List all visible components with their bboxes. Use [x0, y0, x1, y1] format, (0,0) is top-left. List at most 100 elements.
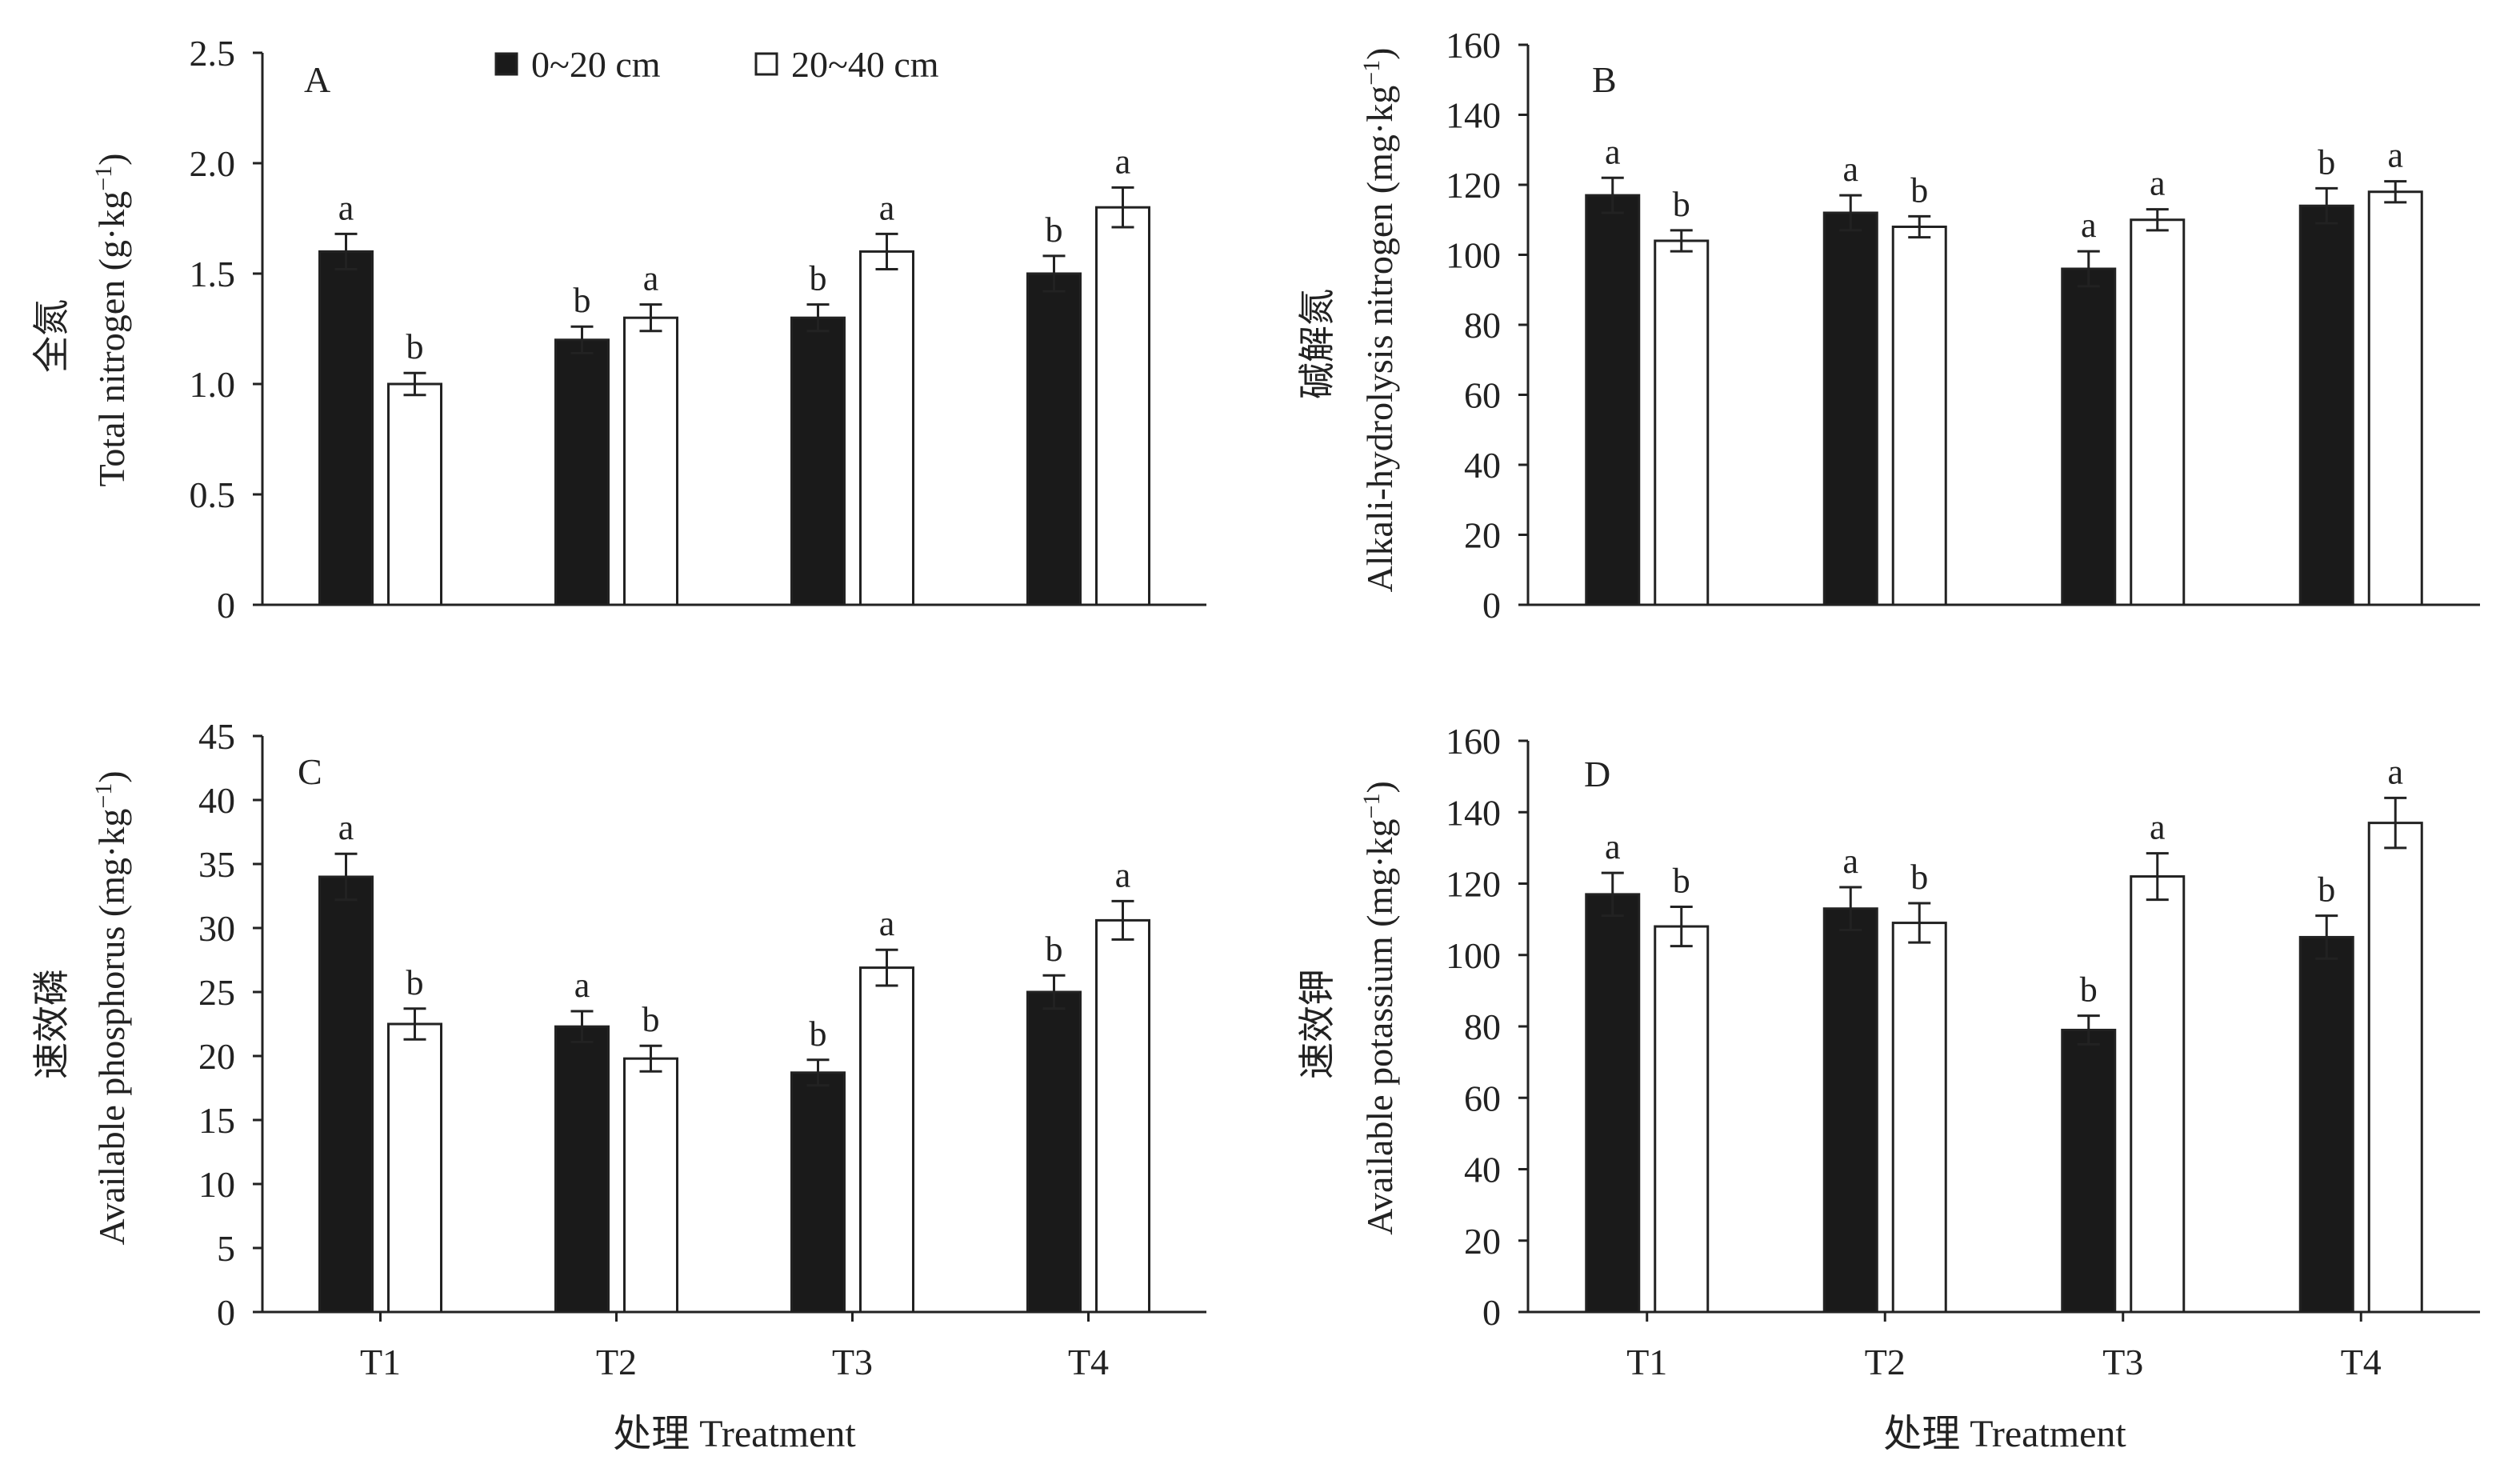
significance-letter: b: [810, 1014, 827, 1054]
x-tick-label-t3: T3: [2102, 1342, 2143, 1382]
significance-letter: b: [406, 963, 424, 1002]
bar-20-40-t1: [387, 382, 442, 606]
legend-swatch-20-40: [754, 52, 778, 76]
significance-letter: a: [338, 188, 354, 227]
bar-0-20-t3: [790, 1071, 846, 1314]
significance-letter: b: [2318, 870, 2335, 910]
y-tick-label: 0: [217, 1292, 235, 1333]
significance-letter: b: [406, 327, 424, 366]
bar-20-40-t3: [2130, 875, 2186, 1314]
bar-0-20-t4: [2298, 204, 2354, 606]
y-axis-label-en: Total nitrogen (g·kg−1): [90, 153, 133, 486]
bar-20-40-t4: [2367, 190, 2423, 606]
y-tick-label: 40: [1464, 445, 1501, 486]
y-axis-label-exponent: −1: [90, 783, 117, 809]
y-tick-label: 120: [1446, 165, 1501, 206]
y-tick-label: 100: [1446, 235, 1501, 276]
y-tick-label: 40: [1464, 1150, 1501, 1190]
y-axis-label-cn: 碱解氮: [1297, 289, 1338, 399]
panel-d: 0 20 40 60 80 100 120 140 160 a b T1 a b T2 b a T3 b a T4 D 速效…: [1297, 721, 2480, 1382]
y-tick-label: 160: [1446, 25, 1501, 66]
significance-letter: b: [642, 1000, 660, 1039]
bar-0-20-t2: [554, 1025, 610, 1314]
y-axis-label-en: Available potassium (mg·kg−1): [1358, 781, 1401, 1235]
x-axis-title-right: 处理 Treatment: [1883, 1413, 2126, 1455]
bar-20-40-t4: [2367, 822, 2423, 1314]
y-axis-label-exponent: −1: [1358, 60, 1385, 86]
y-tick-label: 10: [198, 1164, 235, 1205]
y-tick-label: 80: [1464, 305, 1501, 346]
significance-letter: b: [2318, 142, 2335, 182]
x-tick-label-t1: T1: [1626, 1342, 1667, 1382]
significance-letter: a: [338, 808, 354, 847]
y-tick-label: 2.0: [190, 143, 236, 184]
significance-letter: b: [2080, 970, 2098, 1010]
bar-20-40-t1: [1654, 239, 1710, 606]
bar-0-20-t3: [790, 316, 846, 606]
bar-20-40-t1: [1654, 925, 1710, 1314]
significance-letter: b: [574, 281, 591, 320]
bar-20-40-t3: [859, 250, 914, 606]
x-tick-label-t2: T2: [1865, 1342, 1906, 1382]
y-tick-label: 15: [198, 1100, 235, 1141]
y-tick-label: 140: [1446, 95, 1501, 136]
y-axis-label-text: Available potassium (mg·kg: [1359, 818, 1400, 1234]
panel-c: 0 5 10 15 20 25 30 35 40 45 a b T1 a b T2 b a T3 b a T4 C 速效磷 Av…: [31, 716, 1206, 1382]
bar-20-40-t4: [1095, 206, 1150, 606]
panel-letter: A: [304, 59, 330, 100]
significance-letter: b: [1910, 858, 1928, 897]
bar-20-40-t2: [1891, 226, 1947, 606]
y-tick-label: 160: [1446, 721, 1501, 762]
bar-0-20-t4: [1026, 990, 1082, 1314]
y-tick-label: 2.5: [190, 33, 236, 74]
bar-0-20-t1: [318, 875, 374, 1314]
y-axis-label-text: Alkali-hydrolysis nitrogen (mg·kg: [1359, 86, 1400, 593]
y-tick-label: 30: [198, 908, 235, 949]
significance-letter: a: [879, 188, 895, 227]
significance-letter: a: [1842, 150, 1858, 189]
y-tick-label: 25: [198, 972, 235, 1013]
bar-0-20-t2: [1822, 211, 1878, 606]
legend-label-20-40: 20~40 cm: [791, 44, 939, 85]
y-axis-label-text: Available phosphorus (mg·kg: [91, 809, 132, 1246]
x-axis-title-left: 处理 Treatment: [613, 1413, 856, 1455]
significance-letter: b: [1910, 170, 1928, 210]
y-axis-label-cn: 速效磷: [31, 969, 72, 1079]
y-axis-label-close: ): [1359, 781, 1400, 793]
significance-letter: a: [1115, 142, 1131, 181]
y-tick-label: 60: [1464, 375, 1501, 416]
y-axis-label-close: ): [1359, 48, 1400, 60]
y-axis-label-en: Alkali-hydrolysis nitrogen (mg·kg−1): [1358, 48, 1401, 593]
legend: 0~20 cm 20~40 cm: [494, 44, 939, 85]
x-tick-label-t1: T1: [360, 1342, 401, 1382]
x-tick-label-t2: T2: [596, 1342, 637, 1382]
y-tick-label: 0: [1482, 585, 1501, 626]
panel-letter: B: [1592, 59, 1617, 100]
y-tick-label: 40: [198, 780, 235, 821]
bar-0-20-t4: [2298, 935, 2354, 1314]
significance-letter: b: [1046, 930, 1063, 969]
bar-20-40-t1: [387, 1022, 442, 1314]
significance-letter: a: [2387, 752, 2403, 791]
y-tick-label: 20: [1464, 515, 1501, 556]
y-tick-label: 0: [217, 585, 235, 626]
y-tick-label: 100: [1446, 935, 1501, 976]
bar-0-20-t3: [2061, 1028, 2117, 1314]
y-tick-label: 5: [217, 1228, 235, 1269]
y-tick-label: 1.0: [190, 364, 236, 405]
y-axis-label-text: Total nitrogen (g·kg: [91, 191, 132, 487]
y-tick-label: 35: [198, 844, 235, 885]
bar-20-40-t2: [623, 316, 678, 606]
y-tick-label: 1.5: [190, 254, 236, 294]
y-tick-label: 120: [1446, 864, 1501, 905]
bar-20-40-t3: [859, 966, 914, 1314]
legend-label-0-20: 0~20 cm: [531, 44, 661, 85]
bar-0-20-t4: [1026, 272, 1082, 606]
significance-letter: a: [1842, 842, 1858, 881]
y-tick-label: 0: [1482, 1292, 1501, 1333]
y-axis-label-cn: 速效钾: [1297, 969, 1338, 1079]
significance-letter: b: [810, 259, 827, 298]
y-axis-label-close: ): [91, 770, 132, 782]
